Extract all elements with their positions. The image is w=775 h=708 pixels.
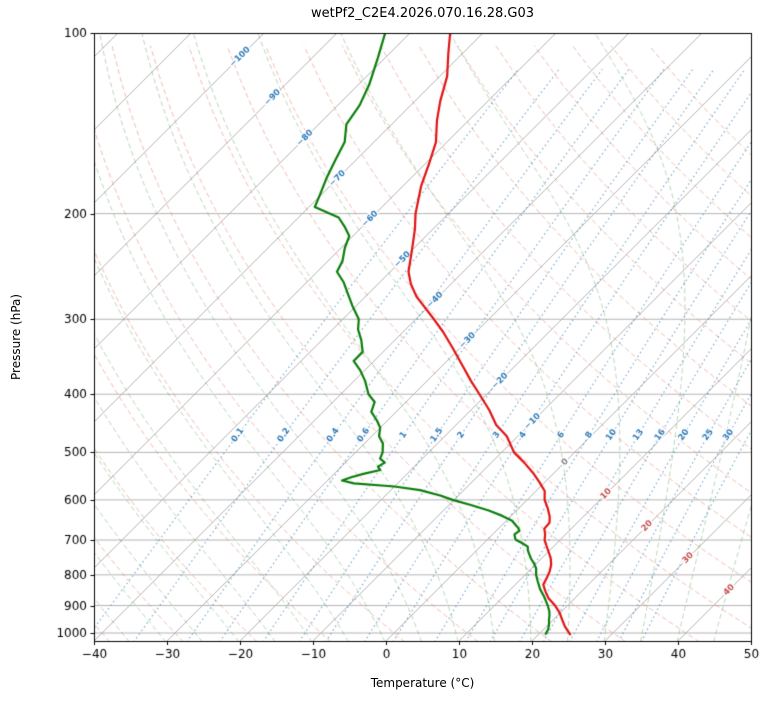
chart-title: wetPf2_C2E4.2026.070.16.28.G03 [310, 6, 534, 21]
y-axis-label: Pressure (hPa) [9, 293, 23, 381]
x-axis-label: Temperature (°C) [370, 676, 475, 690]
